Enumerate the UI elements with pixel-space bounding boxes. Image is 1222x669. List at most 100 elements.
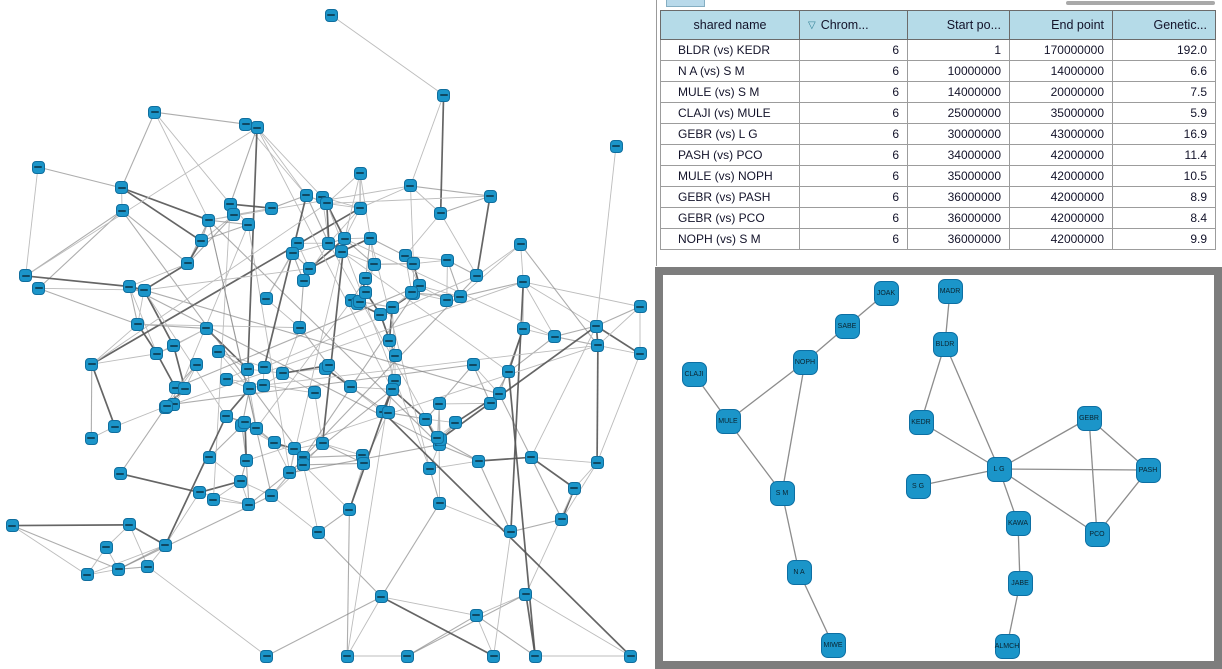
network-node[interactable]	[466, 358, 480, 372]
network-node[interactable]	[484, 396, 497, 410]
network-node[interactable]	[238, 415, 252, 429]
network-node[interactable]	[260, 649, 274, 663]
network-node[interactable]	[167, 339, 181, 353]
network-node[interactable]	[469, 608, 483, 622]
network-node[interactable]	[283, 466, 297, 480]
network-node[interactable]	[338, 232, 351, 246]
network-node-miwe[interactable]: MIWE	[820, 632, 846, 658]
network-node[interactable]	[403, 179, 417, 193]
network-node[interactable]	[141, 560, 155, 574]
network-node[interactable]	[432, 397, 446, 411]
network-node-kedr[interactable]: KEDR	[908, 409, 934, 435]
table-cell[interactable]: 35000000	[1009, 102, 1113, 124]
network-node-almch[interactable]: ALMCH	[994, 633, 1020, 659]
network-node[interactable]	[206, 493, 220, 507]
network-node[interactable]	[514, 237, 528, 251]
network-overview-panel[interactable]	[0, 0, 655, 669]
table-row[interactable]: BLDR (vs) KEDR 6 1 170000000 192.0	[660, 39, 1216, 61]
network-node[interactable]	[202, 450, 216, 464]
table-cell[interactable]: N A (vs) S M	[660, 60, 800, 82]
network-node[interactable]	[311, 525, 325, 539]
network-node-gebr[interactable]: GEBR	[1076, 405, 1102, 431]
network-node[interactable]	[516, 322, 530, 336]
network-node[interactable]	[405, 285, 419, 299]
network-node[interactable]	[363, 231, 377, 245]
table-cell[interactable]: 30000000	[907, 123, 1010, 145]
network-node[interactable]	[122, 518, 136, 532]
network-node[interactable]	[239, 454, 253, 468]
network-node[interactable]	[434, 206, 448, 220]
network-node[interactable]	[211, 345, 225, 359]
network-node-joak[interactable]: JOAK	[873, 280, 899, 306]
table-cell[interactable]: 36000000	[907, 186, 1010, 208]
table-cell[interactable]: 6	[799, 102, 908, 124]
network-node[interactable]	[385, 300, 399, 314]
table-cell[interactable]: 25000000	[907, 102, 1010, 124]
network-node[interactable]	[265, 201, 279, 215]
network-node[interactable]	[194, 234, 208, 248]
column-header-shared-name[interactable]: shared name	[660, 10, 800, 40]
network-node[interactable]	[150, 347, 164, 361]
horizontal-scrollbar-fragment[interactable]	[1066, 1, 1215, 5]
network-node[interactable]	[502, 365, 516, 379]
network-node[interactable]	[234, 474, 248, 488]
column-header-chrom[interactable]: ▽ Chrom...	[799, 10, 908, 40]
network-node[interactable]	[85, 357, 99, 371]
network-node[interactable]	[353, 201, 367, 215]
table-cell[interactable]: 192.0	[1112, 39, 1216, 61]
network-node[interactable]	[178, 382, 192, 396]
network-node[interactable]	[448, 416, 462, 430]
network-node[interactable]	[548, 330, 562, 344]
network-node-kawa[interactable]: KAWA	[1005, 510, 1031, 536]
table-cell[interactable]: 10.5	[1112, 165, 1216, 187]
table-cell[interactable]: 42000000	[1009, 144, 1113, 166]
table-cell[interactable]: 43000000	[1009, 123, 1113, 145]
network-node[interactable]	[242, 498, 256, 512]
table-cell[interactable]: MULE (vs) NOPH	[660, 165, 800, 187]
table-row[interactable]: N A (vs) S M 6 10000000 14000000 6.6	[660, 60, 1216, 82]
network-node[interactable]	[591, 338, 605, 352]
network-node[interactable]	[137, 283, 151, 297]
table-cell[interactable]: MULE (vs) S M	[660, 81, 800, 103]
network-node[interactable]	[609, 139, 623, 153]
table-cell[interactable]: 170000000	[1009, 39, 1113, 61]
network-node[interactable]	[199, 321, 213, 335]
network-node[interactable]	[472, 454, 486, 468]
network-node[interactable]	[131, 317, 145, 331]
table-cell[interactable]: 6.6	[1112, 60, 1216, 82]
network-node[interactable]	[302, 262, 316, 276]
network-node[interactable]	[257, 360, 271, 374]
network-node[interactable]	[359, 271, 373, 285]
network-node[interactable]	[250, 121, 264, 135]
table-cell[interactable]: 35000000	[907, 165, 1010, 187]
table-cell[interactable]: 8.4	[1112, 207, 1216, 229]
network-node[interactable]	[373, 308, 387, 322]
network-node[interactable]	[322, 236, 336, 250]
network-node-claji[interactable]: CLAJI	[681, 361, 707, 387]
network-node[interactable]	[381, 406, 395, 420]
network-node[interactable]	[335, 245, 349, 259]
table-cell[interactable]: NOPH (vs) S M	[660, 228, 800, 250]
network-node[interactable]	[112, 562, 126, 576]
network-node[interactable]	[567, 481, 581, 495]
table-cell[interactable]: PASH (vs) PCO	[660, 144, 800, 166]
table-cell[interactable]: BLDR (vs) KEDR	[660, 39, 800, 61]
network-node[interactable]	[223, 197, 237, 211]
network-node[interactable]	[267, 436, 281, 450]
network-node[interactable]	[324, 8, 338, 22]
network-node[interactable]	[430, 431, 444, 445]
network-node[interactable]	[516, 275, 530, 289]
table-row[interactable]: GEBR (vs) L G 6 30000000 43000000 16.9	[660, 123, 1216, 145]
network-node[interactable]	[113, 467, 127, 481]
network-node[interactable]	[32, 281, 46, 295]
network-node[interactable]	[633, 347, 647, 361]
table-cell[interactable]: 42000000	[1009, 228, 1113, 250]
table-cell[interactable]: 6	[799, 60, 908, 82]
network-node-s-m[interactable]: S M	[769, 480, 795, 506]
table-cell[interactable]: 6	[799, 81, 908, 103]
table-row[interactable]: GEBR (vs) PASH 6 36000000 42000000 8.9	[660, 186, 1216, 208]
network-node[interactable]	[359, 285, 373, 299]
network-node[interactable]	[519, 587, 533, 601]
network-node[interactable]	[160, 399, 174, 413]
network-node[interactable]	[202, 213, 216, 227]
